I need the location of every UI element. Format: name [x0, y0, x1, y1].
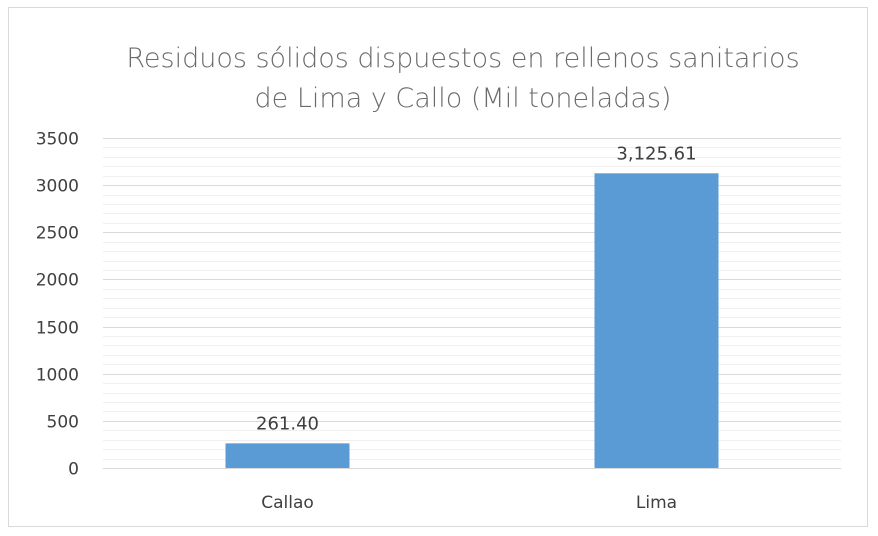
y-tick-label: 2500 — [36, 224, 79, 244]
data-labels: 261.40 3,125.61 — [256, 143, 697, 434]
category-label-callao: Callao — [261, 493, 314, 513]
chart-frame: Residuos sólidos dispuestos en rellenos … — [8, 7, 868, 527]
y-tick-label: 0 — [68, 460, 79, 480]
y-tick-label: 500 — [47, 413, 79, 433]
y-tick-label: 1500 — [36, 319, 79, 339]
x-axis-category-labels: Callao Lima — [261, 493, 677, 513]
data-label-callao: 261.40 — [256, 413, 319, 434]
y-tick-label: 1000 — [36, 366, 79, 386]
y-tick-label: 3000 — [36, 177, 79, 197]
y-tick-label: 2000 — [36, 271, 79, 291]
gridlines — [103, 138, 841, 469]
y-axis-tick-labels: 0 500 1000 1500 2000 2500 3000 3500 — [36, 130, 79, 480]
bar-chart: Residuos sólidos dispuestos en rellenos … — [36, 43, 841, 513]
data-label-lima: 3,125.61 — [616, 143, 696, 164]
chart-title: Residuos sólidos dispuestos en rellenos … — [126, 43, 799, 114]
chart-title-line-2: de Lima y Callo (Mil toneladas) — [255, 83, 672, 114]
chart-title-line-1: Residuos sólidos dispuestos en rellenos … — [126, 43, 799, 74]
bar-lima — [594, 173, 719, 468]
bars — [225, 173, 719, 468]
category-label-lima: Lima — [636, 493, 677, 513]
y-tick-label: 3500 — [36, 130, 79, 150]
bar-callao — [225, 443, 350, 468]
